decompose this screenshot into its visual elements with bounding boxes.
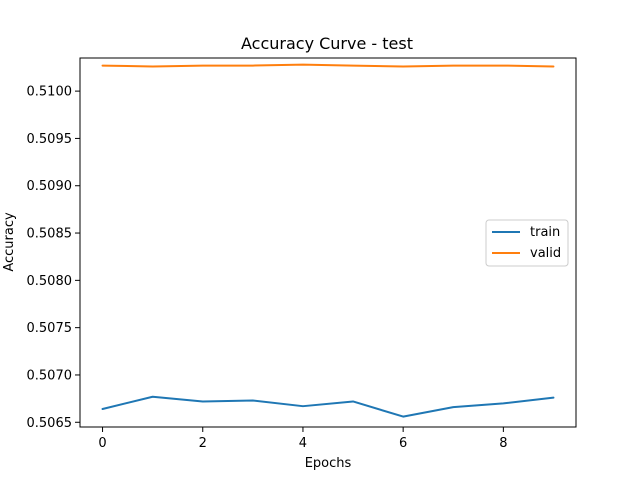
series-layer (101, 63, 555, 418)
x-axis-ticks: 0 2 4 6 8 (98, 427, 507, 451)
y-tick-label: 0.5100 (27, 85, 73, 100)
x-tick-label: 8 (499, 436, 507, 451)
y-tick-label: 0.5070 (27, 368, 73, 383)
series-line-valid (101, 63, 555, 68)
y-tick-label: 0.5090 (27, 179, 73, 194)
y-tick-label: 0.5095 (27, 132, 73, 147)
y-tick-label: 0.5085 (27, 227, 73, 242)
series-line-train (101, 395, 555, 418)
x-tick-label: 6 (399, 436, 407, 451)
plot-area (79, 57, 577, 428)
x-tick-label: 0 (98, 436, 106, 451)
y-tick-label: 0.5065 (27, 416, 73, 431)
y-axis-ticks: 0.5065 0.5070 0.5075 0.5080 0.5085 0.5090 0.50… (27, 85, 80, 431)
legend-valid-label: valid (530, 246, 561, 261)
x-axis-label: Epochs (305, 456, 352, 471)
legend-train-label: train (530, 225, 560, 240)
y-tick-label: 0.5080 (27, 274, 73, 289)
x-tick-label: 2 (199, 436, 207, 451)
y-axis-label: Accuracy (2, 212, 17, 272)
plot-frame (79, 57, 577, 428)
chart-title: Accuracy Curve - test (241, 34, 413, 53)
y-tick-label: 0.5075 (27, 321, 73, 336)
x-tick-label: 4 (299, 436, 307, 451)
legend: train valid (485, 219, 569, 267)
